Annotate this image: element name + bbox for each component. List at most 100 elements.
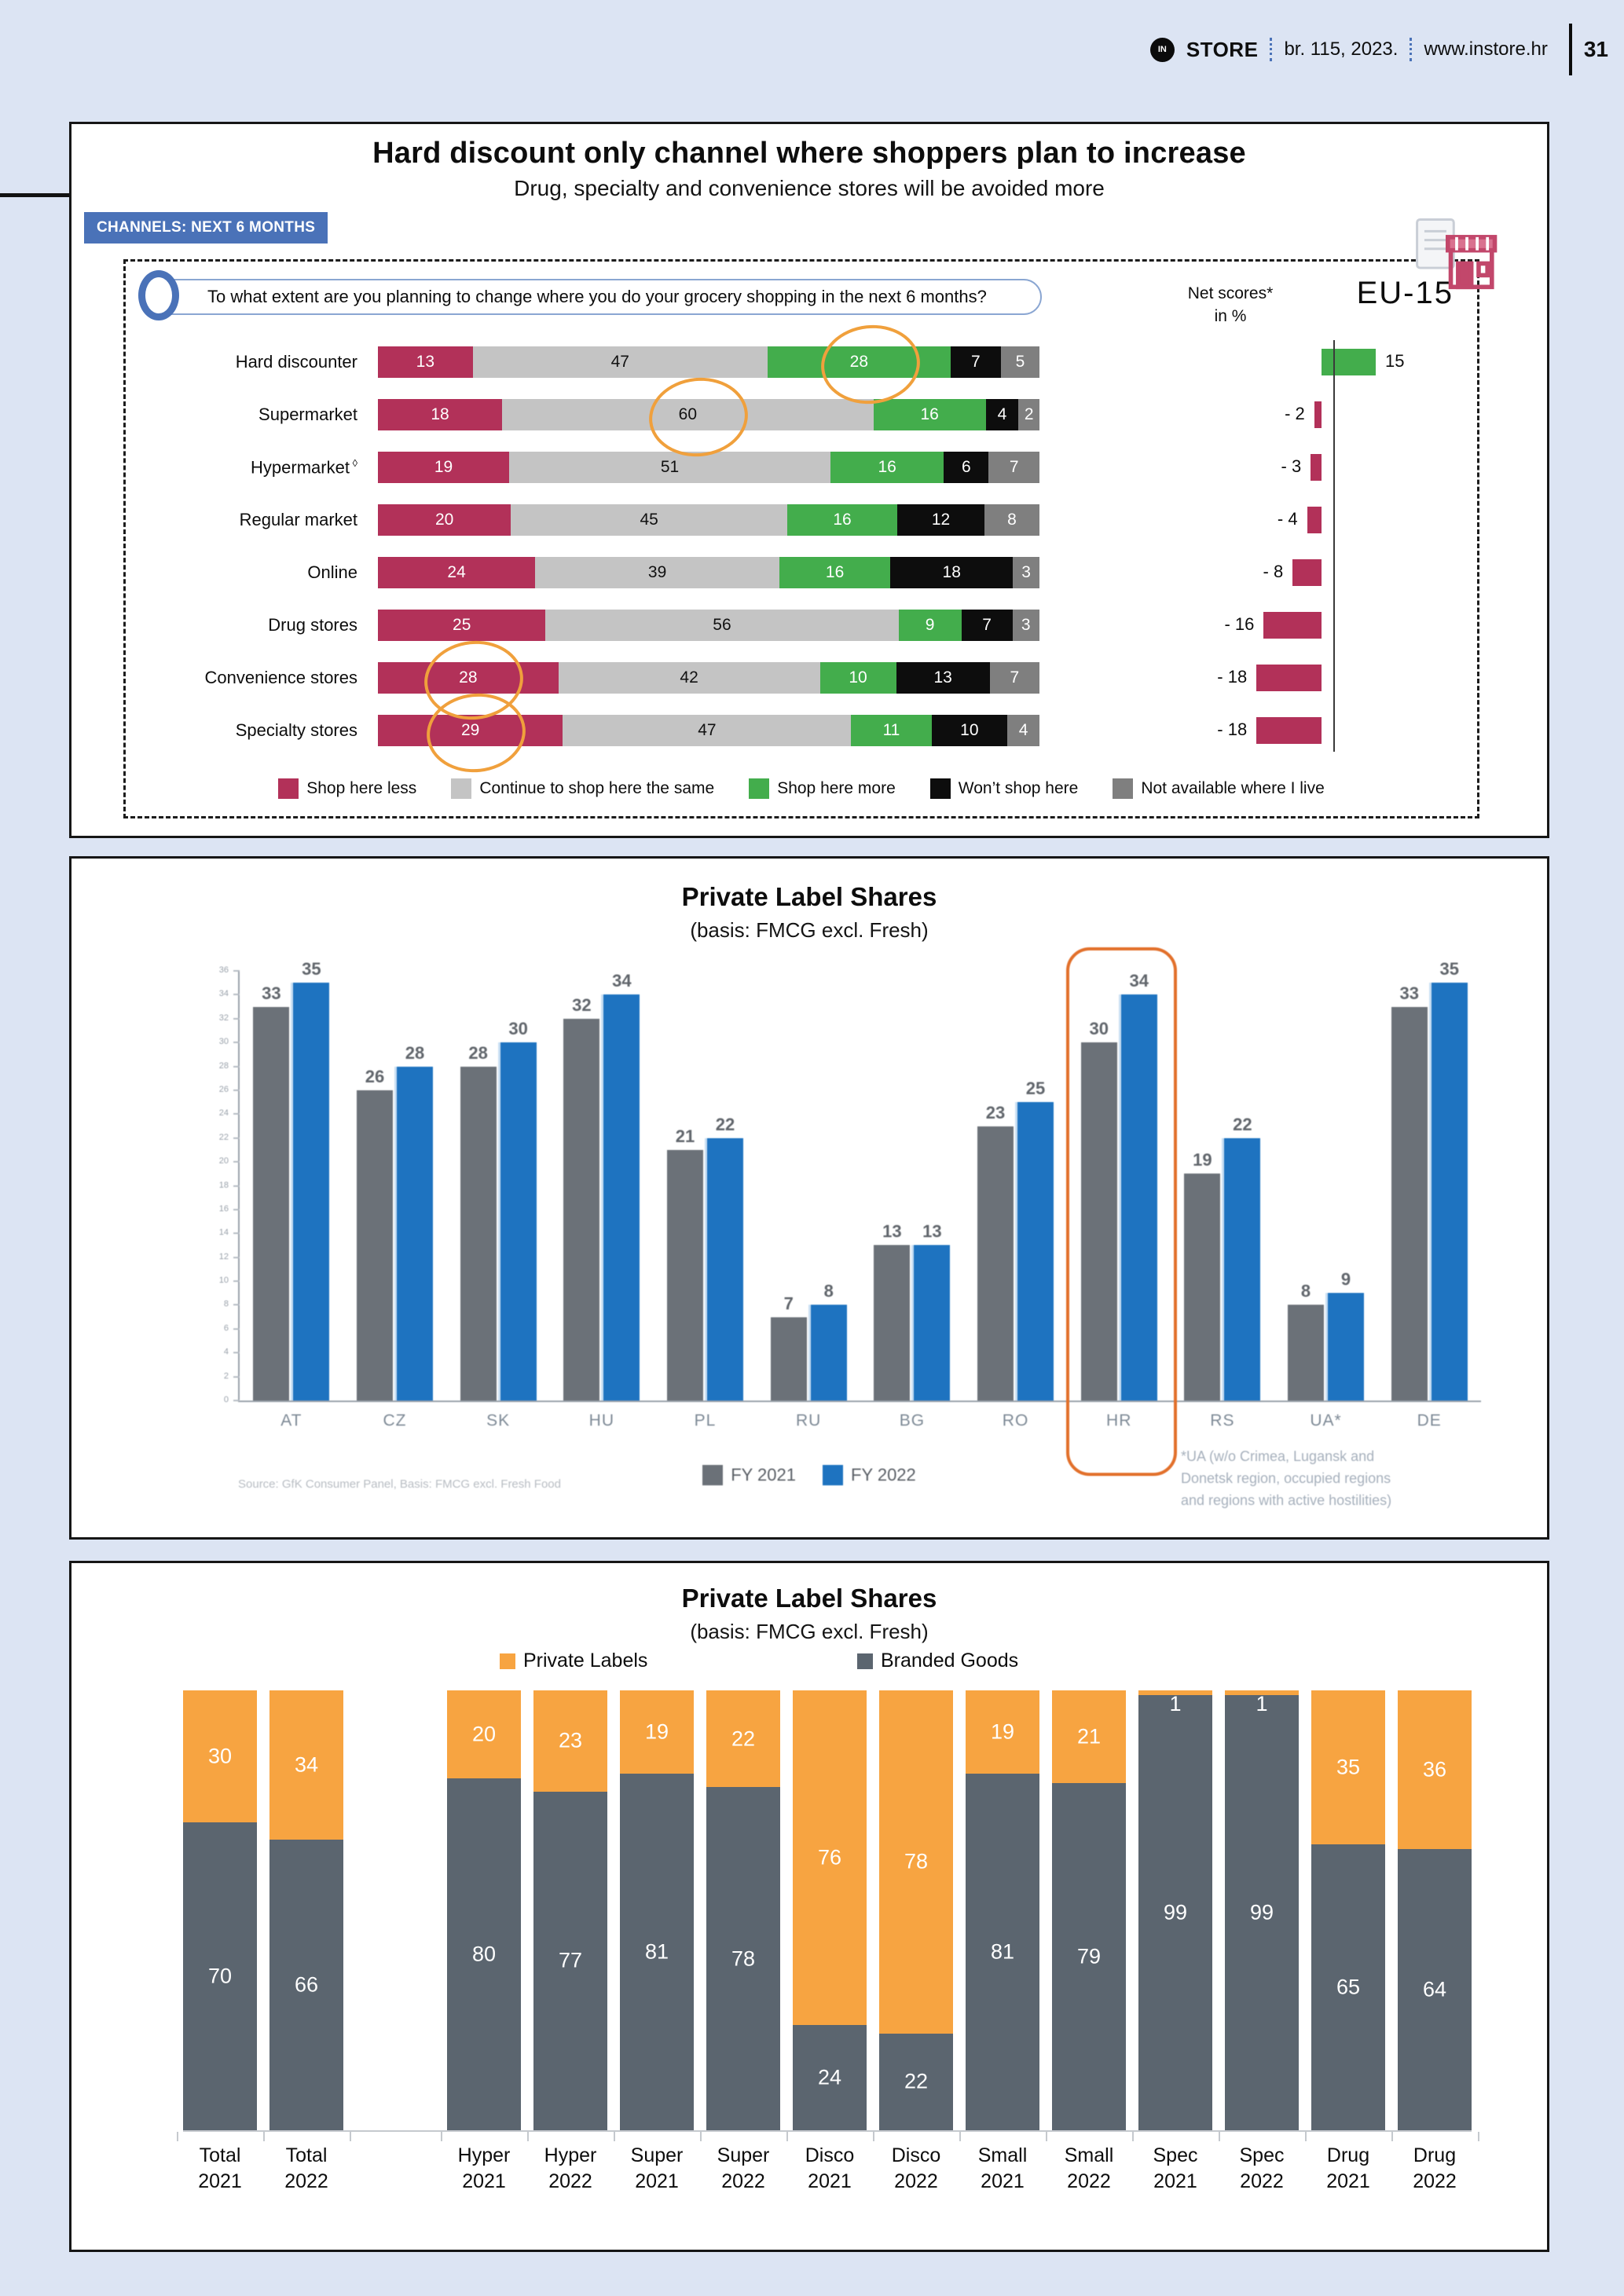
country-group: 32 34 HU bbox=[550, 971, 654, 1430]
net-scores-line2: in % bbox=[1214, 307, 1247, 326]
bar-value-label: 33 bbox=[262, 983, 281, 1003]
bar-segment: 10 bbox=[819, 662, 896, 694]
country-group: 33 35 DE bbox=[1377, 959, 1481, 1430]
y-tick-mark bbox=[233, 1280, 240, 1283]
country-group: 33 35 AT bbox=[240, 959, 343, 1430]
bar-segment: 16 bbox=[873, 399, 986, 430]
branded-goods-segment: 24 bbox=[793, 2024, 867, 2130]
country-group: 21 22 PL bbox=[654, 971, 757, 1430]
stacked-bar-column: 34 66 Total 2022 bbox=[269, 1690, 343, 2192]
bar-segment: 28 bbox=[378, 662, 559, 694]
x-axis-label-line1: Total bbox=[285, 2144, 328, 2166]
legend-swatch bbox=[702, 1465, 724, 1485]
bar-value-label: 32 bbox=[572, 994, 592, 1015]
segment-value: 6 bbox=[962, 458, 971, 476]
bar-segment: 39 bbox=[535, 557, 779, 588]
net-scores-axis bbox=[1333, 340, 1335, 752]
country-group: 26 28 CZ bbox=[343, 971, 447, 1430]
x-axis-label-line1: Hyper bbox=[457, 2144, 511, 2166]
branded-goods-segment: 81 bbox=[620, 1774, 694, 2130]
stacked-bar-column: 23 77 Hyper 2022 bbox=[533, 1690, 607, 2192]
segment-value: 25 bbox=[453, 616, 471, 634]
y-tick-label: 4 bbox=[223, 1347, 229, 1357]
y-tick-label: 36 bbox=[218, 965, 229, 975]
net-score-cell: - 18 bbox=[1039, 715, 1468, 746]
private-labels-value: 76 bbox=[817, 1845, 842, 1869]
bar-value-label: 22 bbox=[1233, 1114, 1252, 1134]
store-icon bbox=[1416, 218, 1498, 290]
axis-tick bbox=[1305, 2132, 1307, 2141]
bar-segment: 4 bbox=[985, 399, 1019, 430]
website-url: www.instore.hr bbox=[1424, 38, 1548, 60]
net-scores-header: Net scores* in % bbox=[1168, 282, 1293, 328]
stacked-bar: 36 64 bbox=[1398, 1690, 1472, 2130]
segment-value: 7 bbox=[1010, 668, 1020, 687]
bar-fy2021: 21 bbox=[667, 1126, 704, 1401]
channels-rows: Hard discounter 13 47 28 7 5 15 Supermarket 18 60… bbox=[137, 346, 1468, 767]
axis-tick bbox=[959, 2132, 961, 2141]
stacked-bar: 20 80 bbox=[447, 1690, 521, 2130]
bar-segment: 51 bbox=[509, 452, 830, 483]
y-tick-label: 20 bbox=[218, 1156, 229, 1166]
segment-value: 24 bbox=[447, 563, 466, 581]
stacked-bar: 22 78 bbox=[706, 1690, 780, 2130]
segment-value: 13 bbox=[416, 353, 435, 371]
bar-fy2021: 7 bbox=[770, 1294, 807, 1401]
bar-fy2022: 9 bbox=[1328, 1269, 1365, 1401]
y-tick-mark bbox=[233, 1375, 240, 1378]
net-score-bar bbox=[1314, 401, 1322, 428]
x-axis-label-line1: Super bbox=[630, 2144, 684, 2166]
y-tick-label: 32 bbox=[218, 1013, 229, 1023]
group-spacer bbox=[356, 1690, 434, 2130]
x-axis-label-line2: 2021 bbox=[1153, 2170, 1197, 2192]
bar-fy2022: 28 bbox=[397, 1043, 433, 1401]
x-axis-label: Hyper 2021 bbox=[458, 2143, 511, 2194]
private-labels-segment: 19 bbox=[620, 1690, 694, 1774]
country-highlight-frame bbox=[1066, 947, 1177, 1476]
bar-segment: 24 bbox=[378, 557, 536, 588]
axis-tick bbox=[873, 2132, 874, 2141]
country-group: 19 22 RS bbox=[1171, 971, 1274, 1430]
channel-label: Convenience stores bbox=[204, 668, 357, 687]
private-labels-segment: 34 bbox=[269, 1690, 343, 1840]
y-tick-mark bbox=[233, 1042, 240, 1044]
bar-segment: 11 bbox=[851, 715, 932, 746]
y-tick-label: 18 bbox=[218, 1180, 229, 1190]
legend-swatch bbox=[823, 1465, 843, 1485]
axis-tick bbox=[1478, 2132, 1479, 2141]
legend-label: Private Labels bbox=[523, 1650, 648, 1672]
bar-segment: 5 bbox=[1000, 346, 1039, 378]
bar-segment: 20 bbox=[378, 504, 511, 536]
country-bars: 21 22 bbox=[667, 1115, 744, 1401]
bar-segment: 45 bbox=[511, 504, 787, 536]
y-tick-mark bbox=[233, 1304, 240, 1306]
segment-value: 10 bbox=[849, 668, 867, 687]
country-label: CZ bbox=[383, 1412, 407, 1430]
bar-segment: 7 bbox=[961, 610, 1013, 641]
private-label-country-panel: Private Label Shares (basis: FMCG excl. … bbox=[69, 856, 1549, 1540]
stacked-bar: 78 22 bbox=[879, 1690, 953, 2130]
x-axis-label-line1: Hyper bbox=[544, 2144, 597, 2166]
x-axis-label-line2: 2021 bbox=[462, 2170, 506, 2192]
chart1-dashed-frame: To what extent are you planning to chang… bbox=[123, 218, 1498, 818]
x-axis-label-line1: Total bbox=[199, 2144, 241, 2166]
net-score-bar bbox=[1311, 454, 1322, 481]
y-tick-label: 16 bbox=[218, 1203, 229, 1214]
country-label: HR bbox=[1106, 1412, 1132, 1430]
country-label: RO bbox=[1002, 1412, 1029, 1430]
x-axis-label-line2: 2022 bbox=[1413, 2170, 1457, 2192]
y-tick-label: 12 bbox=[218, 1251, 229, 1262]
legend-label: Continue to shop here the same bbox=[479, 779, 715, 797]
branded-goods-value: 81 bbox=[990, 1939, 1015, 1964]
segment-value: 18 bbox=[942, 563, 961, 581]
branded-goods-value: 99 bbox=[1163, 1900, 1188, 1924]
legend-label: Shop here less bbox=[306, 779, 417, 797]
bar-segment: 56 bbox=[545, 610, 899, 641]
stacked-bar: 24 39 16 18 3 bbox=[378, 557, 1039, 588]
segment-value: 9 bbox=[925, 616, 935, 634]
x-axis-label-line2: 2022 bbox=[894, 2170, 938, 2192]
bar-fy2022: 22 bbox=[1224, 1115, 1261, 1401]
legend-item: FY 2021 bbox=[702, 1465, 796, 1485]
stacked-bar: 13 47 28 7 5 bbox=[378, 346, 1039, 378]
bar-fy2021: 33 bbox=[253, 983, 290, 1401]
